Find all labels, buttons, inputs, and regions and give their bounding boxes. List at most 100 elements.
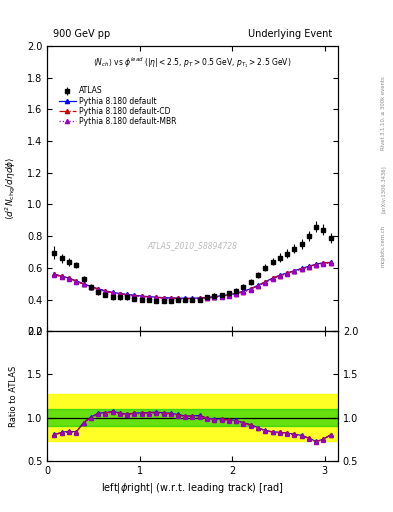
Pythia 8.180 default-MBR <box>103 289 108 295</box>
Pythia 8.180 default-CD <box>277 272 282 279</box>
Pythia 8.180 default-MBR <box>81 282 86 288</box>
Pythia 8.180 default <box>292 268 297 274</box>
Pythia 8.180 default-CD <box>125 292 130 298</box>
Pythia 8.180 default <box>74 278 79 284</box>
X-axis label: left|$\phi$right| (w.r.t. leading track) [rad]: left|$\phi$right| (w.r.t. leading track)… <box>101 481 284 495</box>
Pythia 8.180 default <box>307 263 311 269</box>
Pythia 8.180 default <box>299 265 304 271</box>
Pythia 8.180 default-MBR <box>183 296 187 302</box>
Text: [arXiv:1306.3436]: [arXiv:1306.3436] <box>381 165 386 214</box>
Pythia 8.180 default-MBR <box>241 289 246 295</box>
Pythia 8.180 default-MBR <box>314 262 319 268</box>
Pythia 8.180 default <box>226 292 231 298</box>
Pythia 8.180 default <box>248 286 253 292</box>
Pythia 8.180 default-MBR <box>285 271 290 277</box>
Pythia 8.180 default <box>154 294 158 300</box>
Pythia 8.180 default-CD <box>132 292 137 298</box>
Pythia 8.180 default-CD <box>226 292 231 298</box>
Pythia 8.180 default-MBR <box>96 287 101 293</box>
Text: 900 GeV pp: 900 GeV pp <box>53 29 110 39</box>
Pythia 8.180 default <box>285 270 290 276</box>
Pythia 8.180 default <box>328 259 333 265</box>
Pythia 8.180 default-MBR <box>212 294 217 301</box>
Pythia 8.180 default-CD <box>234 290 239 296</box>
Pythia 8.180 default-CD <box>241 289 246 295</box>
Pythia 8.180 default-CD <box>110 290 115 296</box>
Pythia 8.180 default-MBR <box>147 294 151 301</box>
Pythia 8.180 default <box>67 275 72 281</box>
Y-axis label: Ratio to ATLAS: Ratio to ATLAS <box>9 366 18 426</box>
Bar <box>47 394 338 441</box>
Pythia 8.180 default <box>277 272 282 279</box>
Pythia 8.180 default <box>118 290 122 296</box>
Text: ATLAS_2010_S8894728: ATLAS_2010_S8894728 <box>147 241 238 250</box>
Pythia 8.180 default-CD <box>59 273 64 280</box>
Pythia 8.180 default-CD <box>219 293 224 299</box>
Pythia 8.180 default-MBR <box>125 292 130 298</box>
Pythia 8.180 default-CD <box>270 275 275 282</box>
Pythia 8.180 default-CD <box>168 295 173 302</box>
Pythia 8.180 default-CD <box>256 283 261 289</box>
Pythia 8.180 default <box>52 271 57 278</box>
Pythia 8.180 default <box>96 286 101 292</box>
Pythia 8.180 default-MBR <box>67 276 72 282</box>
Pythia 8.180 default-MBR <box>168 295 173 302</box>
Pythia 8.180 default-MBR <box>205 295 209 302</box>
Pythia 8.180 default-MBR <box>328 260 333 266</box>
Pythia 8.180 default <box>125 291 130 297</box>
Pythia 8.180 default <box>176 295 180 301</box>
Pythia 8.180 default <box>103 288 108 294</box>
Legend: ATLAS, Pythia 8.180 default, Pythia 8.180 default-CD, Pythia 8.180 default-MBR: ATLAS, Pythia 8.180 default, Pythia 8.18… <box>57 84 179 128</box>
Pythia 8.180 default-CD <box>292 268 297 274</box>
Pythia 8.180 default-CD <box>74 278 79 284</box>
Pythia 8.180 default <box>161 294 166 301</box>
Pythia 8.180 default-CD <box>118 291 122 297</box>
Line: Pythia 8.180 default: Pythia 8.180 default <box>52 260 333 301</box>
Pythia 8.180 default <box>81 281 86 287</box>
Pythia 8.180 default-MBR <box>59 274 64 280</box>
Pythia 8.180 default-MBR <box>219 293 224 300</box>
Y-axis label: $\langle d^2 N_\mathrm{chg}/d\eta d\phi\rangle$: $\langle d^2 N_\mathrm{chg}/d\eta d\phi\… <box>4 157 18 220</box>
Pythia 8.180 default <box>139 293 144 299</box>
Pythia 8.180 default-MBR <box>256 283 261 289</box>
Pythia 8.180 default <box>190 295 195 302</box>
Pythia 8.180 default-CD <box>154 294 158 301</box>
Pythia 8.180 default-CD <box>183 295 187 302</box>
Pythia 8.180 default <box>197 295 202 301</box>
Pythia 8.180 default-CD <box>248 286 253 292</box>
Pythia 8.180 default-MBR <box>277 273 282 279</box>
Pythia 8.180 default-CD <box>81 281 86 287</box>
Pythia 8.180 default-MBR <box>176 296 180 302</box>
Pythia 8.180 default-CD <box>147 294 151 300</box>
Pythia 8.180 default <box>241 288 246 294</box>
Text: Underlying Event: Underlying Event <box>248 29 332 39</box>
Pythia 8.180 default-MBR <box>226 292 231 298</box>
Pythia 8.180 default-CD <box>212 294 217 300</box>
Pythia 8.180 default-MBR <box>88 284 93 290</box>
Pythia 8.180 default-CD <box>307 264 311 270</box>
Pythia 8.180 default-MBR <box>292 268 297 274</box>
Pythia 8.180 default-MBR <box>299 266 304 272</box>
Pythia 8.180 default <box>219 293 224 299</box>
Pythia 8.180 default-CD <box>176 295 180 302</box>
Pythia 8.180 default-CD <box>321 260 326 266</box>
Pythia 8.180 default-MBR <box>190 296 195 302</box>
Pythia 8.180 default <box>110 289 115 295</box>
Pythia 8.180 default-CD <box>96 286 101 292</box>
Pythia 8.180 default <box>132 292 137 298</box>
Pythia 8.180 default-MBR <box>110 290 115 296</box>
Line: Pythia 8.180 default-CD: Pythia 8.180 default-CD <box>52 261 333 301</box>
Pythia 8.180 default-MBR <box>118 291 122 297</box>
Line: Pythia 8.180 default-MBR: Pythia 8.180 default-MBR <box>52 261 333 301</box>
Pythia 8.180 default-CD <box>285 270 290 276</box>
Pythia 8.180 default-MBR <box>139 294 144 300</box>
Pythia 8.180 default-MBR <box>132 293 137 299</box>
Pythia 8.180 default-MBR <box>52 272 57 278</box>
Pythia 8.180 default-CD <box>88 284 93 290</box>
Pythia 8.180 default-CD <box>190 295 195 302</box>
Pythia 8.180 default-MBR <box>248 287 253 293</box>
Pythia 8.180 default <box>321 260 326 266</box>
Pythia 8.180 default-MBR <box>197 295 202 302</box>
Text: mcplots.cern.ch: mcplots.cern.ch <box>381 225 386 267</box>
Pythia 8.180 default-MBR <box>263 280 268 286</box>
